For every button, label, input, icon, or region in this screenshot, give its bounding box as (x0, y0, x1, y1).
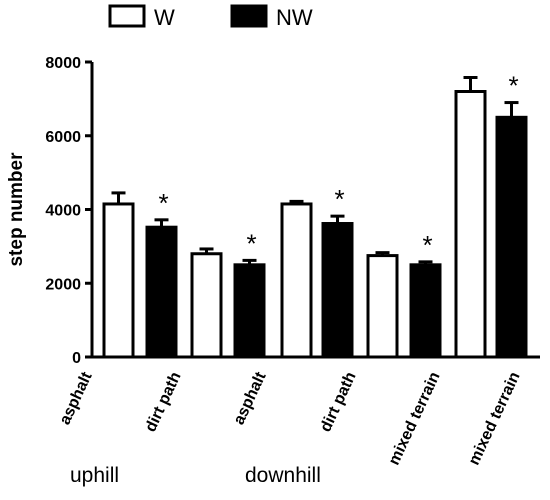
group-label-uphill: uphill (70, 464, 119, 487)
legend-swatch-w (108, 4, 146, 28)
bar-w-0 (102, 202, 135, 359)
category-label: asphalt (57, 369, 96, 428)
bar-w-4 (280, 202, 313, 359)
category-label: dirt path (142, 370, 184, 435)
category-label: asphalt (231, 369, 270, 428)
bar-w-6 (366, 254, 399, 359)
bar-nw-1 (145, 225, 178, 359)
significance-mark: * (422, 230, 432, 260)
significance-mark: * (158, 188, 168, 218)
legend-label-nw: NW (276, 5, 313, 30)
category-label: mixed terrain (466, 370, 524, 468)
group-label-downhill: downhill (245, 464, 321, 487)
legend-label-w: W (154, 5, 175, 30)
y-tick-label: 0 (72, 350, 81, 367)
bar-nw-5 (321, 222, 354, 359)
category-label: dirt path (317, 370, 359, 435)
bars: * * * * * (102, 71, 528, 359)
y-tick-label: 2000 (45, 276, 81, 293)
legend-swatch-nw (230, 4, 268, 28)
bar-w-2 (190, 252, 223, 359)
y-axis-title: step number (6, 152, 27, 267)
y-tick-label: 6000 (45, 129, 81, 146)
significance-mark: * (246, 228, 256, 258)
bar-nw-7 (409, 263, 442, 359)
bar-nw-3 (233, 263, 266, 359)
bar-w-8 (454, 90, 487, 359)
significance-mark: * (508, 71, 518, 101)
y-tick-label: 4000 (45, 203, 81, 220)
legend: W NW (108, 4, 313, 30)
bar-nw-9 (495, 115, 528, 359)
category-label: mixed terrain (386, 370, 444, 468)
labels: asphalt dirt path asphalt dirt path mixed te… (57, 369, 524, 487)
significance-mark: * (334, 184, 344, 214)
y-tick-label: 8000 (45, 55, 81, 72)
